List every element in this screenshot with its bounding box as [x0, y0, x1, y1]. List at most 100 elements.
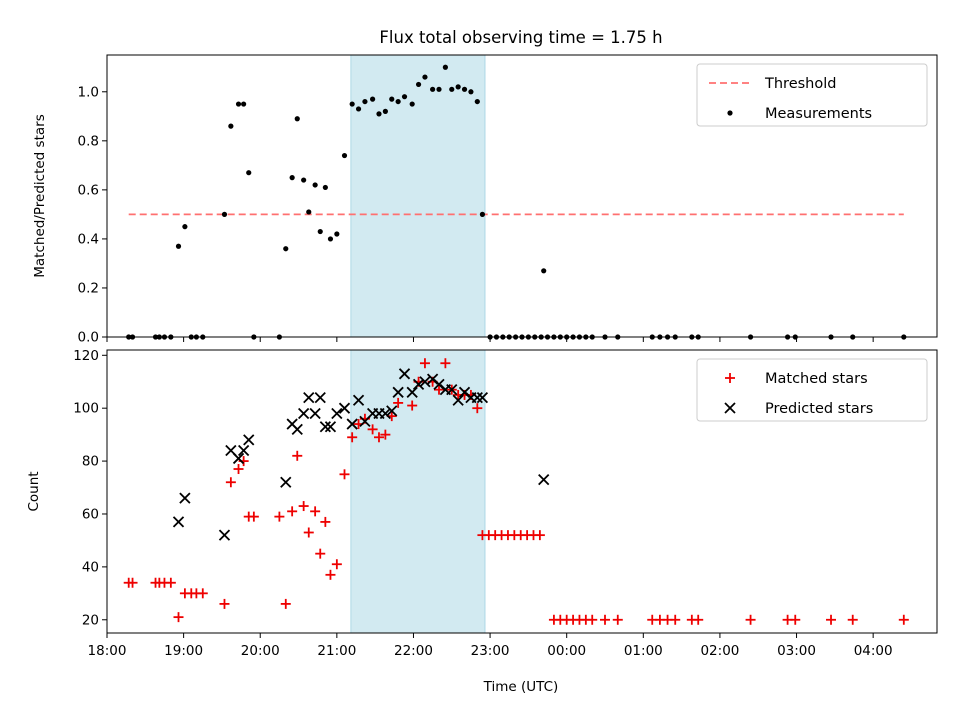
matched-star-point	[407, 400, 418, 411]
axes-frame	[106, 349, 938, 634]
matched-star-point	[434, 384, 444, 395]
x-tick-label: 23:00	[471, 643, 510, 659]
predicted-star-point	[352, 394, 365, 406]
predicted-star-mark-b	[179, 492, 191, 504]
legend-box	[696, 63, 928, 127]
predicted-star-mark-b	[379, 407, 392, 420]
predicted-star-point	[309, 407, 321, 420]
predicted-star-mark-b	[406, 386, 418, 398]
predicted-star-mark-b	[419, 376, 431, 388]
matched-star-point	[600, 614, 610, 625]
matched-star-point	[127, 577, 138, 588]
matched-star-point	[225, 477, 236, 488]
y-tick-label: 0.0	[78, 330, 99, 346]
measurement-point	[221, 211, 228, 217]
matched-star-point	[248, 511, 259, 522]
bottom-panel-count-plot: 20 40 60 80 100 120 18:00 19:00 20:00 21:00 22:00 2…	[26, 348, 938, 659]
predicted-star-mark-b	[225, 444, 237, 457]
matched-star-point	[233, 464, 244, 475]
measurement-point	[370, 96, 376, 102]
measurement-point	[376, 111, 382, 117]
predicted-star-mark-b	[314, 391, 326, 404]
x-tick-label: 00:00	[547, 643, 586, 659]
y-tick-label: 0.8	[78, 133, 99, 149]
matched-star-point	[670, 614, 681, 625]
predicted-star-mark-b	[346, 418, 358, 430]
predicted-star-mark-b	[172, 516, 185, 528]
legend: Matched stars Predicted stars	[696, 358, 928, 422]
measurement-point	[455, 84, 461, 90]
legend-label: Predicted stars	[765, 401, 873, 417]
matched-star-point	[898, 614, 909, 625]
predicted-star-point	[324, 421, 337, 433]
matched-star-point	[534, 530, 545, 541]
predicted-star-point	[291, 423, 303, 435]
predicted-star-point	[379, 407, 392, 420]
predicted-star-point	[419, 376, 431, 388]
predicted-star-point	[237, 444, 250, 457]
y-tick-label: 120	[73, 348, 99, 364]
measurement-point	[474, 98, 480, 105]
predicted-star-mark-b	[476, 391, 489, 404]
y-tick-label: 100	[73, 401, 99, 417]
measurement-point	[382, 108, 388, 114]
predicted-star-mark-b	[232, 452, 245, 465]
predicted-star-mark-b	[319, 421, 331, 433]
predicted-star-mark-b	[280, 476, 292, 488]
legend-label: Matched stars	[765, 371, 868, 387]
measurement-point	[235, 101, 242, 107]
legend-measurement-swatch	[727, 110, 733, 116]
matched-star-point	[393, 397, 404, 408]
matched-star-point	[347, 432, 358, 443]
legend-box	[696, 358, 928, 422]
predicted-star-mark-b	[392, 386, 404, 398]
predicted-star-point	[392, 386, 404, 398]
predicted-star-mark-b	[309, 407, 321, 420]
predicted-star-mark-b	[452, 394, 464, 406]
predicted-star-mark-b	[386, 405, 398, 417]
axes-frame	[106, 54, 938, 338]
predicted-star-mark-b	[398, 368, 411, 380]
predicted-star-point	[218, 529, 231, 541]
matched-star-point	[440, 358, 451, 369]
matched-star-point	[315, 548, 326, 559]
matched-star-point	[325, 569, 336, 580]
predicted-star-point	[412, 378, 425, 391]
x-tick-label: 01:00	[624, 643, 663, 659]
measurement-point	[436, 86, 442, 92]
measurement-point	[312, 182, 318, 188]
matched-star-point	[373, 432, 384, 443]
matched-star-point	[310, 506, 321, 517]
measurement-point	[283, 246, 289, 252]
predicted-star-point	[346, 418, 358, 430]
y-tick-label: 0.6	[78, 182, 99, 198]
predicted-star-point	[452, 394, 464, 406]
predicted-star-point	[243, 434, 255, 446]
matched-star-point	[380, 429, 391, 440]
predicted-star-mark-b	[243, 434, 255, 446]
predicted-star-mark-b	[324, 421, 337, 433]
matched-star-point	[331, 559, 342, 570]
matched-star-point	[847, 614, 858, 625]
matched-star-point	[826, 614, 837, 625]
measurement-point	[355, 106, 362, 112]
predicted-star-mark-b	[426, 373, 439, 385]
measurement-point	[389, 96, 395, 102]
measurement-point	[317, 228, 323, 235]
predicted-star-point	[398, 368, 411, 380]
measurement-point	[327, 236, 334, 242]
matched-star-point	[197, 588, 208, 599]
y-tick-label: 0.4	[78, 231, 99, 247]
matched-star-point	[280, 598, 291, 609]
legend-predicted-swatch-b	[724, 402, 736, 414]
observing-window-shade	[350, 350, 485, 633]
predicted-star-point	[386, 405, 398, 417]
measurement-point	[449, 86, 455, 92]
predicted-star-point	[406, 386, 418, 398]
predicted-star-mark-b	[352, 394, 365, 406]
x-tick-label: 03:00	[777, 643, 816, 659]
predicted-star-point	[446, 384, 458, 396]
predicted-star-mark-b	[291, 423, 303, 435]
figure-title: Flux total observing time = 1.75 h	[379, 28, 662, 47]
y-tick-label: 20	[82, 612, 99, 628]
